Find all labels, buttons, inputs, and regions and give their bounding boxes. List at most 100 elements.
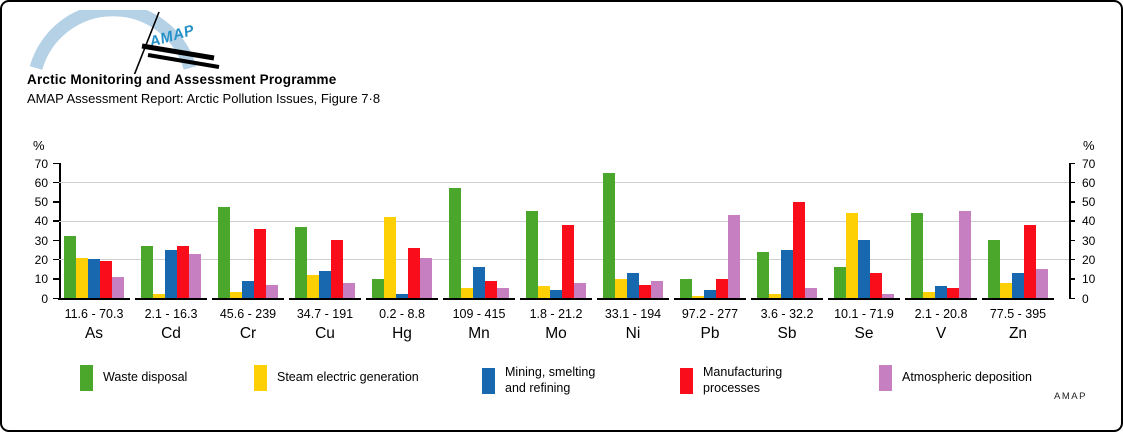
bar-Pb-atmospheric <box>728 215 740 298</box>
range-label-As: 11.6 - 70.3 <box>64 307 124 321</box>
y-axis-right <box>1069 163 1071 299</box>
logo-bar-2 <box>147 53 220 69</box>
bar-group-Mn: 109 - 415 Mn <box>443 163 515 342</box>
bar-Cu-atmospheric <box>343 282 355 298</box>
bar-Zn-atmospheric <box>1036 269 1048 298</box>
bar-Cr-waste <box>218 207 230 298</box>
tick-right-30 <box>1069 239 1075 242</box>
legend-label: Waste disposal <box>103 370 188 385</box>
bar-Ni-manufacturing <box>639 284 651 298</box>
bar-group-As: 11.6 - 70.3 As <box>58 163 130 342</box>
percent-label-right: % <box>1083 138 1095 153</box>
legend-label: Atmospheric deposition <box>902 370 1032 385</box>
range-label-Sb: 3.6 - 32.2 <box>760 307 814 321</box>
bar-group-Hg: 0.2 - 8.8 Hg <box>366 163 438 342</box>
bars-Ni <box>603 163 663 298</box>
bar-Zn-manufacturing <box>1024 224 1036 298</box>
range-label-Mn: 109 - 415 <box>452 307 506 321</box>
bar-Mn-steam <box>461 288 473 298</box>
tick-left-30 <box>53 239 59 242</box>
bars-Zn <box>988 163 1048 298</box>
x-axis-segment-Cr <box>212 298 284 300</box>
range-label-Cr: 45.6 - 239 <box>219 307 277 321</box>
bars-Pb <box>680 163 740 298</box>
bar-Sb-steam <box>769 294 781 298</box>
footer-brand-label: AMAP <box>1054 391 1087 402</box>
bar-Ni-mining <box>627 272 639 298</box>
tick-left-50 <box>53 201 59 203</box>
x-axis-segment-Sb <box>751 298 823 300</box>
bar-As-mining <box>88 259 100 298</box>
bar-As-waste <box>64 236 76 298</box>
bar-Pb-waste <box>680 278 692 298</box>
element-label-Cu: Cu <box>315 325 335 342</box>
bar-As-manufacturing <box>100 261 112 298</box>
bar-Sb-manufacturing <box>793 201 805 298</box>
bar-Cr-mining <box>242 280 254 298</box>
legend-item-waste: Waste disposal <box>80 365 187 391</box>
bar-Cu-steam <box>307 274 319 298</box>
bar-Mn-mining <box>473 267 485 298</box>
bar-group-Zn: 77.5 - 395 Zn <box>982 163 1054 342</box>
legend-label: Manufacturing processes <box>703 365 783 395</box>
tick-left-60 <box>53 181 59 184</box>
bar-chart: % % 0 0 10 10 20 20 30 30 40 40 50 50 60 60 70 70 11.6 -… <box>33 138 1095 342</box>
element-label-Mo: Mo <box>545 325 567 342</box>
element-label-V: V <box>935 325 947 342</box>
range-label-Hg: 0.2 - 8.8 <box>379 307 425 321</box>
x-axis-segment-Cd <box>135 298 207 300</box>
bars-V <box>911 163 971 298</box>
tick-label-left-10: 10 <box>34 272 48 287</box>
bar-Se-atmospheric <box>882 294 894 298</box>
bar-Zn-mining <box>1012 272 1024 298</box>
bar-group-V: 2.1 - 20.8 V <box>905 163 977 342</box>
bar-Se-steam <box>846 213 858 298</box>
bar-Ni-waste <box>603 172 615 298</box>
bars-Cd <box>141 163 201 298</box>
bar-Cu-manufacturing <box>331 240 343 298</box>
x-axis-segment-Zn <box>982 298 1054 300</box>
bar-Mo-atmospheric <box>574 282 586 298</box>
tick-label-right-20: 20 <box>1082 252 1096 267</box>
y-axis-left <box>59 163 61 299</box>
bar-As-steam <box>76 257 88 298</box>
bar-Hg-manufacturing <box>408 247 420 298</box>
x-axis-segment-Cu <box>289 298 361 300</box>
element-label-As: As <box>84 325 104 342</box>
legend-item-steam: Steam electric generation <box>254 365 419 391</box>
tick-right-10 <box>1069 278 1075 280</box>
tick-label-left-30: 30 <box>34 233 48 248</box>
bar-As-atmospheric <box>112 276 124 298</box>
amap-logo: AMAP <box>30 10 220 74</box>
tick-right-50 <box>1069 201 1075 203</box>
tick-label-left-50: 50 <box>34 195 48 210</box>
range-label-Zn: 77.5 - 395 <box>989 307 1047 321</box>
tick-label-right-30: 30 <box>1082 233 1096 248</box>
tick-label-right-40: 40 <box>1082 214 1096 229</box>
legend-label: Mining, smelting and refining <box>505 365 596 395</box>
logo-arc <box>30 10 197 70</box>
element-label-Se: Se <box>854 325 874 342</box>
bars-Se <box>834 163 894 298</box>
tick-label-left-40: 40 <box>34 214 48 229</box>
page-title: Arctic Monitoring and Assessment Program… <box>27 72 337 87</box>
range-label-Mo: 1.8 - 21.2 <box>529 307 583 321</box>
legend-swatch <box>254 365 267 391</box>
bar-Mn-manufacturing <box>485 280 497 298</box>
tick-left-0 <box>53 297 59 299</box>
x-axis-segment-Ni <box>597 298 669 300</box>
bar-Cd-manufacturing <box>177 245 189 298</box>
bar-group-Mo: 1.8 - 21.2 Mo <box>520 163 592 342</box>
bar-Pb-manufacturing <box>716 278 728 298</box>
bar-group-Se: 10.1 - 71.9 Se <box>828 163 900 342</box>
bar-Pb-mining <box>704 290 716 298</box>
page-subtitle: AMAP Assessment Report: Arctic Pollution… <box>27 91 381 106</box>
element-label-Mn: Mn <box>468 325 490 342</box>
bar-Ni-atmospheric <box>651 280 663 298</box>
element-label-Sb: Sb <box>777 325 797 342</box>
tick-right-60 <box>1069 181 1075 184</box>
bar-Hg-waste <box>372 278 384 298</box>
bars-Cr <box>218 163 278 298</box>
bars-Hg <box>372 163 432 298</box>
bar-Mo-mining <box>550 290 562 298</box>
